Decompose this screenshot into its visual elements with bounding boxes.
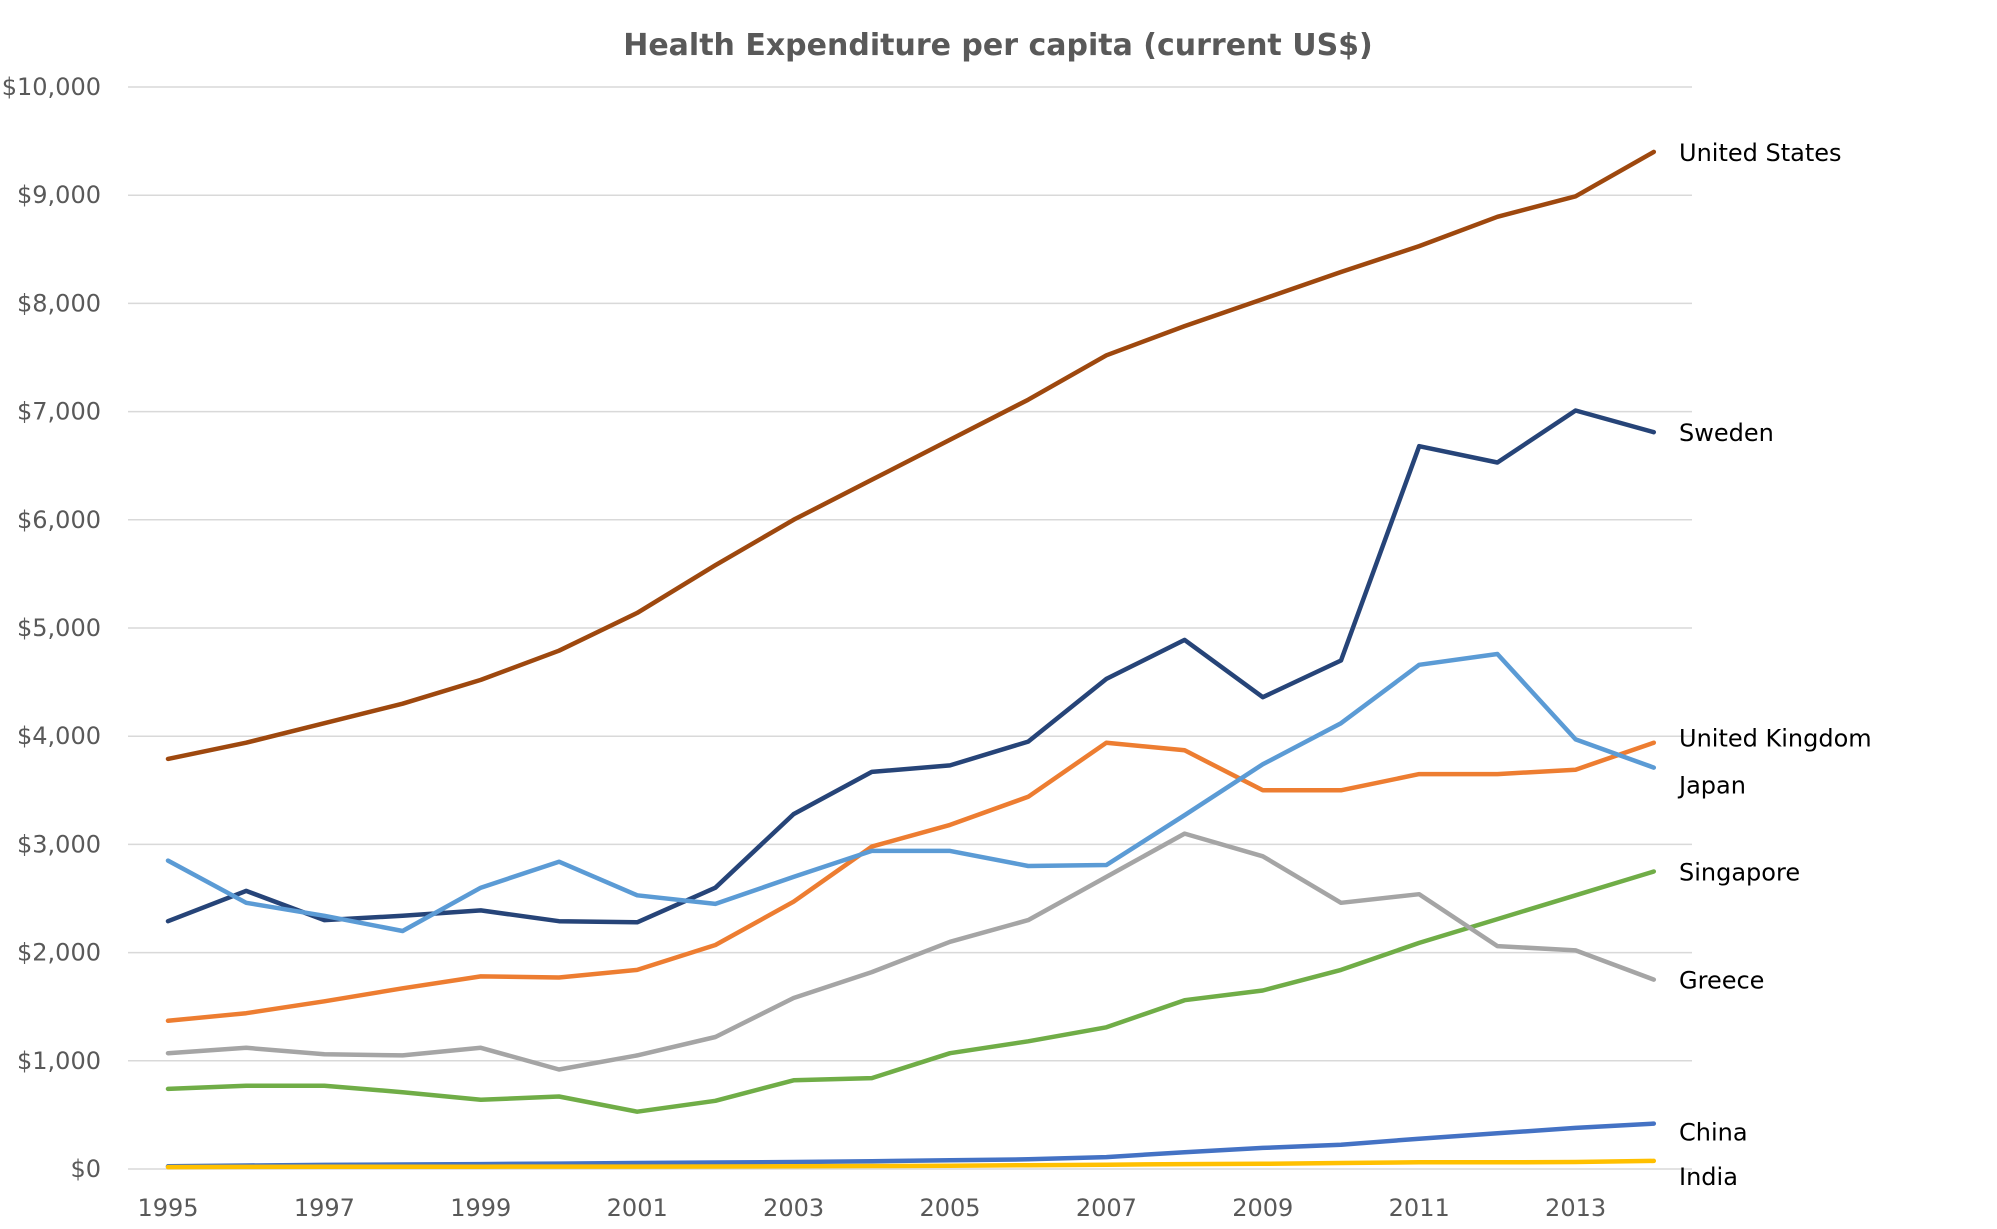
series-line-united-states bbox=[165, 149, 1657, 762]
x-tick-label: 2003 bbox=[763, 1194, 824, 1222]
y-tick-label: $2,000 bbox=[17, 939, 101, 967]
y-axis-tick-labels: $0 $1,000 $2,000 $3,000 $4,000 $5,000 $6,000 $7… bbox=[2, 73, 101, 1183]
y-tick-label: $1,000 bbox=[17, 1047, 101, 1075]
x-tick-label: 2005 bbox=[919, 1194, 980, 1222]
series-label-united-kingdom: United Kingdom bbox=[1679, 725, 1872, 753]
series-label-china: China bbox=[1679, 1119, 1748, 1147]
y-tick-label: $8,000 bbox=[17, 289, 101, 317]
gridlines bbox=[128, 86, 1692, 1170]
x-tick-label: 2011 bbox=[1389, 1194, 1450, 1222]
series-end-labels: United States Sweden United Kingdom Japan Si… bbox=[1677, 139, 1872, 1191]
series-label-japan: Japan bbox=[1677, 772, 1746, 800]
x-tick-label: 2009 bbox=[1232, 1194, 1293, 1222]
y-tick-label: $10,000 bbox=[2, 73, 101, 101]
x-tick-label: 1999 bbox=[450, 1194, 511, 1222]
series-line-china bbox=[165, 1121, 1657, 1169]
y-tick-label: $5,000 bbox=[17, 614, 101, 642]
series-label-india: India bbox=[1679, 1163, 1738, 1191]
y-tick-label: $6,000 bbox=[17, 506, 101, 534]
chart-title: Health Expenditure per capita (current U… bbox=[623, 28, 1373, 63]
x-tick-label: 1995 bbox=[137, 1194, 198, 1222]
y-tick-label: $0 bbox=[70, 1155, 101, 1183]
x-axis-tick-labels: 1995 1997 1999 2001 2003 2005 2007 2009 2011 2013 bbox=[137, 1194, 1606, 1222]
series-label-sweden: Sweden bbox=[1679, 419, 1774, 447]
y-tick-label: $7,000 bbox=[17, 398, 101, 426]
series-line-singapore bbox=[165, 869, 1657, 1114]
x-tick-label: 2007 bbox=[1076, 1194, 1137, 1222]
series-line-india bbox=[165, 1158, 1657, 1170]
x-tick-label: 2013 bbox=[1545, 1194, 1606, 1222]
series-label-singapore: Singapore bbox=[1679, 858, 1800, 886]
x-tick-label: 1997 bbox=[294, 1194, 355, 1222]
series-line-japan bbox=[165, 651, 1657, 934]
y-tick-label: $9,000 bbox=[17, 181, 101, 209]
series-line-sweden bbox=[165, 408, 1657, 925]
y-tick-label: $3,000 bbox=[17, 830, 101, 858]
x-tick-label: 2001 bbox=[607, 1194, 668, 1222]
series-line-united-kingdom bbox=[165, 740, 1657, 1024]
series-label-united-states: United States bbox=[1679, 139, 1842, 167]
series-lines bbox=[165, 149, 1657, 1170]
y-tick-label: $4,000 bbox=[17, 722, 101, 750]
series-label-greece: Greece bbox=[1679, 967, 1764, 995]
series-line-greece bbox=[165, 831, 1657, 1072]
